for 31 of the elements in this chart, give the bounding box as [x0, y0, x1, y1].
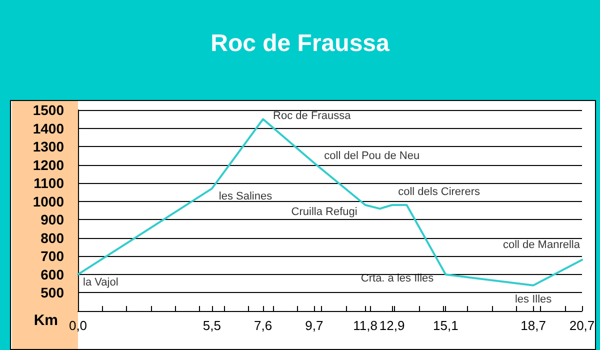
y-tick-label: 500	[40, 284, 64, 301]
annotation: Cruilla Refugi	[291, 206, 358, 218]
x-tick-label: 18,7	[520, 318, 546, 333]
x-tick-label: 20,7	[569, 318, 595, 333]
x-tick-label: 12,9	[379, 318, 405, 333]
line-series	[77, 118, 583, 286]
x-tick-label: 11,8	[353, 318, 378, 333]
x-tick-label: 15,1	[432, 318, 458, 333]
annotation: Roc de Fraussa	[273, 110, 352, 122]
annotation: coll de Manrella	[502, 238, 581, 251]
y-tick-label: 1300	[32, 138, 64, 155]
x-axis-title: Km	[34, 312, 58, 329]
y-tick-label: 600	[40, 266, 64, 282]
annotation: les Illes	[514, 293, 552, 306]
annotation: coll del Pou de Neu	[324, 150, 420, 162]
y-tick-label: 1400	[32, 120, 64, 136]
x-tick-label: 0,0	[68, 318, 88, 333]
y-tick-label: 800	[40, 230, 64, 246]
y-tick-label: 900	[40, 212, 64, 228]
annotation: coll dels Cirerers	[398, 186, 480, 198]
chart-title: Roc de Fraussa	[210, 30, 390, 58]
x-tick-label: 9,7	[305, 318, 324, 333]
x-tick-label: 5,5	[202, 318, 221, 333]
y-tick-label: 1500	[32, 102, 64, 118]
y-tick-label: 700	[40, 248, 64, 264]
x-tick-label: 7,6	[254, 318, 272, 333]
annotation: la Vajol	[83, 276, 118, 288]
annotation: les Salines	[218, 190, 273, 203]
y-tick-label: 1100	[34, 175, 64, 192]
y-tick-label: 1200	[32, 156, 64, 173]
y-tick-label: 1000	[32, 193, 64, 210]
